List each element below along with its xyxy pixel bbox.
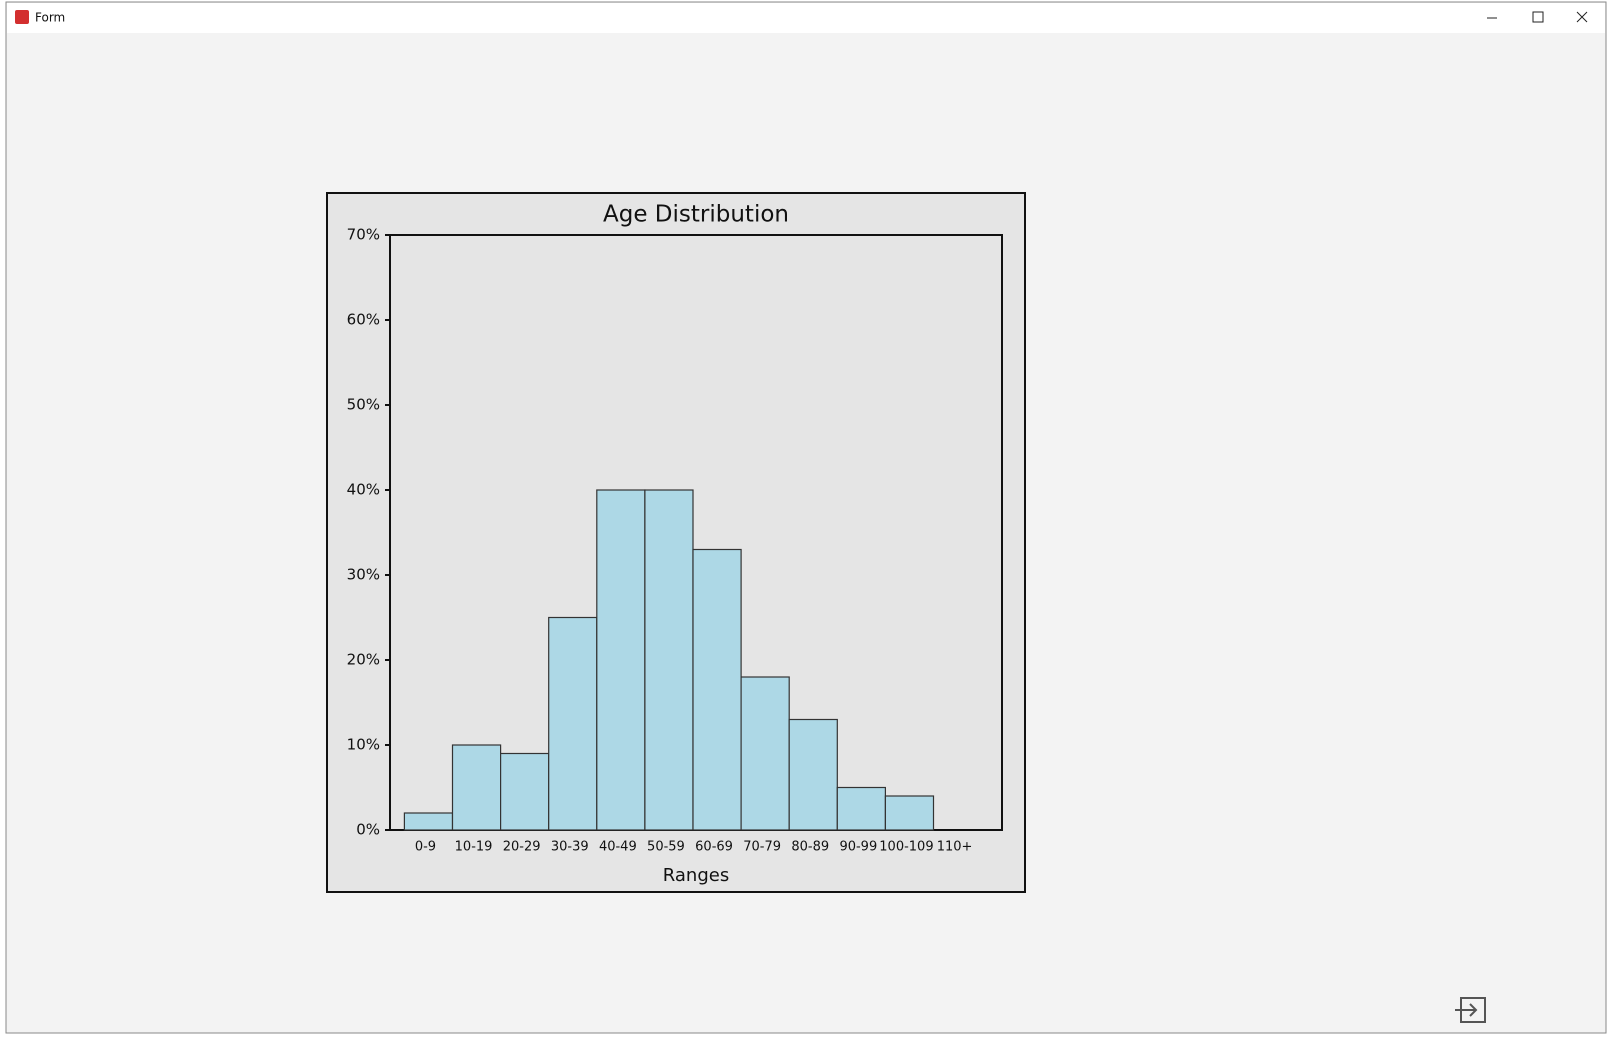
x-tick-label: 80-89 bbox=[791, 840, 829, 855]
y-tick-label: 70% bbox=[347, 226, 380, 244]
exit-icon[interactable] bbox=[1455, 997, 1486, 1023]
bar bbox=[596, 489, 646, 831]
x-tick-label: 100-109 bbox=[879, 840, 933, 855]
y-tick-label: 10% bbox=[347, 736, 380, 754]
x-tick-label: 30-39 bbox=[551, 840, 589, 855]
bar bbox=[548, 616, 598, 831]
window-title: Form bbox=[35, 11, 65, 25]
bar bbox=[836, 786, 886, 831]
bar bbox=[500, 752, 550, 831]
bar bbox=[788, 718, 838, 831]
y-tick-label: 30% bbox=[347, 566, 380, 584]
x-tick-label: 90-99 bbox=[839, 840, 877, 855]
y-tick-label: 60% bbox=[347, 311, 380, 329]
x-tick-label: 50-59 bbox=[647, 840, 685, 855]
x-tick-label: 0-9 bbox=[415, 840, 436, 855]
y-tick-label: 50% bbox=[347, 396, 380, 414]
y-tick-label: 40% bbox=[347, 481, 380, 499]
bar bbox=[884, 795, 935, 831]
x-tick-label: 20-29 bbox=[503, 840, 541, 855]
app-icon bbox=[15, 10, 29, 24]
maximize-button[interactable] bbox=[1532, 11, 1544, 23]
x-axis-label: Ranges bbox=[663, 865, 729, 886]
close-button[interactable] bbox=[1576, 11, 1588, 23]
bar bbox=[451, 744, 502, 831]
title-bar bbox=[7, 3, 1605, 33]
y-tick-label: 0% bbox=[356, 821, 380, 839]
bar bbox=[692, 548, 742, 831]
chart-title: Age Distribution bbox=[603, 202, 789, 228]
x-tick-label: 110+ bbox=[937, 840, 973, 855]
x-tick-label: 70-79 bbox=[743, 840, 781, 855]
x-tick-label: 10-19 bbox=[455, 840, 493, 855]
y-tick-label: 20% bbox=[347, 651, 380, 669]
x-tick-label: 60-69 bbox=[695, 840, 733, 855]
bar bbox=[403, 812, 454, 831]
bar bbox=[644, 489, 694, 831]
bar bbox=[740, 676, 790, 831]
x-tick-label: 40-49 bbox=[599, 840, 637, 855]
